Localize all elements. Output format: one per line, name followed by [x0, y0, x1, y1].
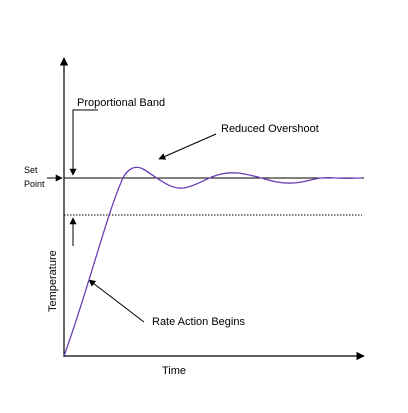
x-axis-label: Time — [162, 365, 186, 377]
response-curve — [63, 166, 363, 357]
set-point-label-line2: Point — [24, 179, 45, 189]
proportional-band-leader — [69, 109, 98, 176]
set-point-label-line1: Set — [24, 165, 38, 175]
reduced-overshoot-arrow — [158, 133, 217, 160]
rate-action-label: Rate Action Begins — [152, 316, 245, 328]
y-axis-label: Temperature — [47, 250, 59, 312]
rate-action-arrow — [88, 279, 145, 323]
proportional-band-label: Proportional Band — [77, 97, 165, 109]
reduced-overshoot-label: Reduced Overshoot — [221, 123, 319, 135]
